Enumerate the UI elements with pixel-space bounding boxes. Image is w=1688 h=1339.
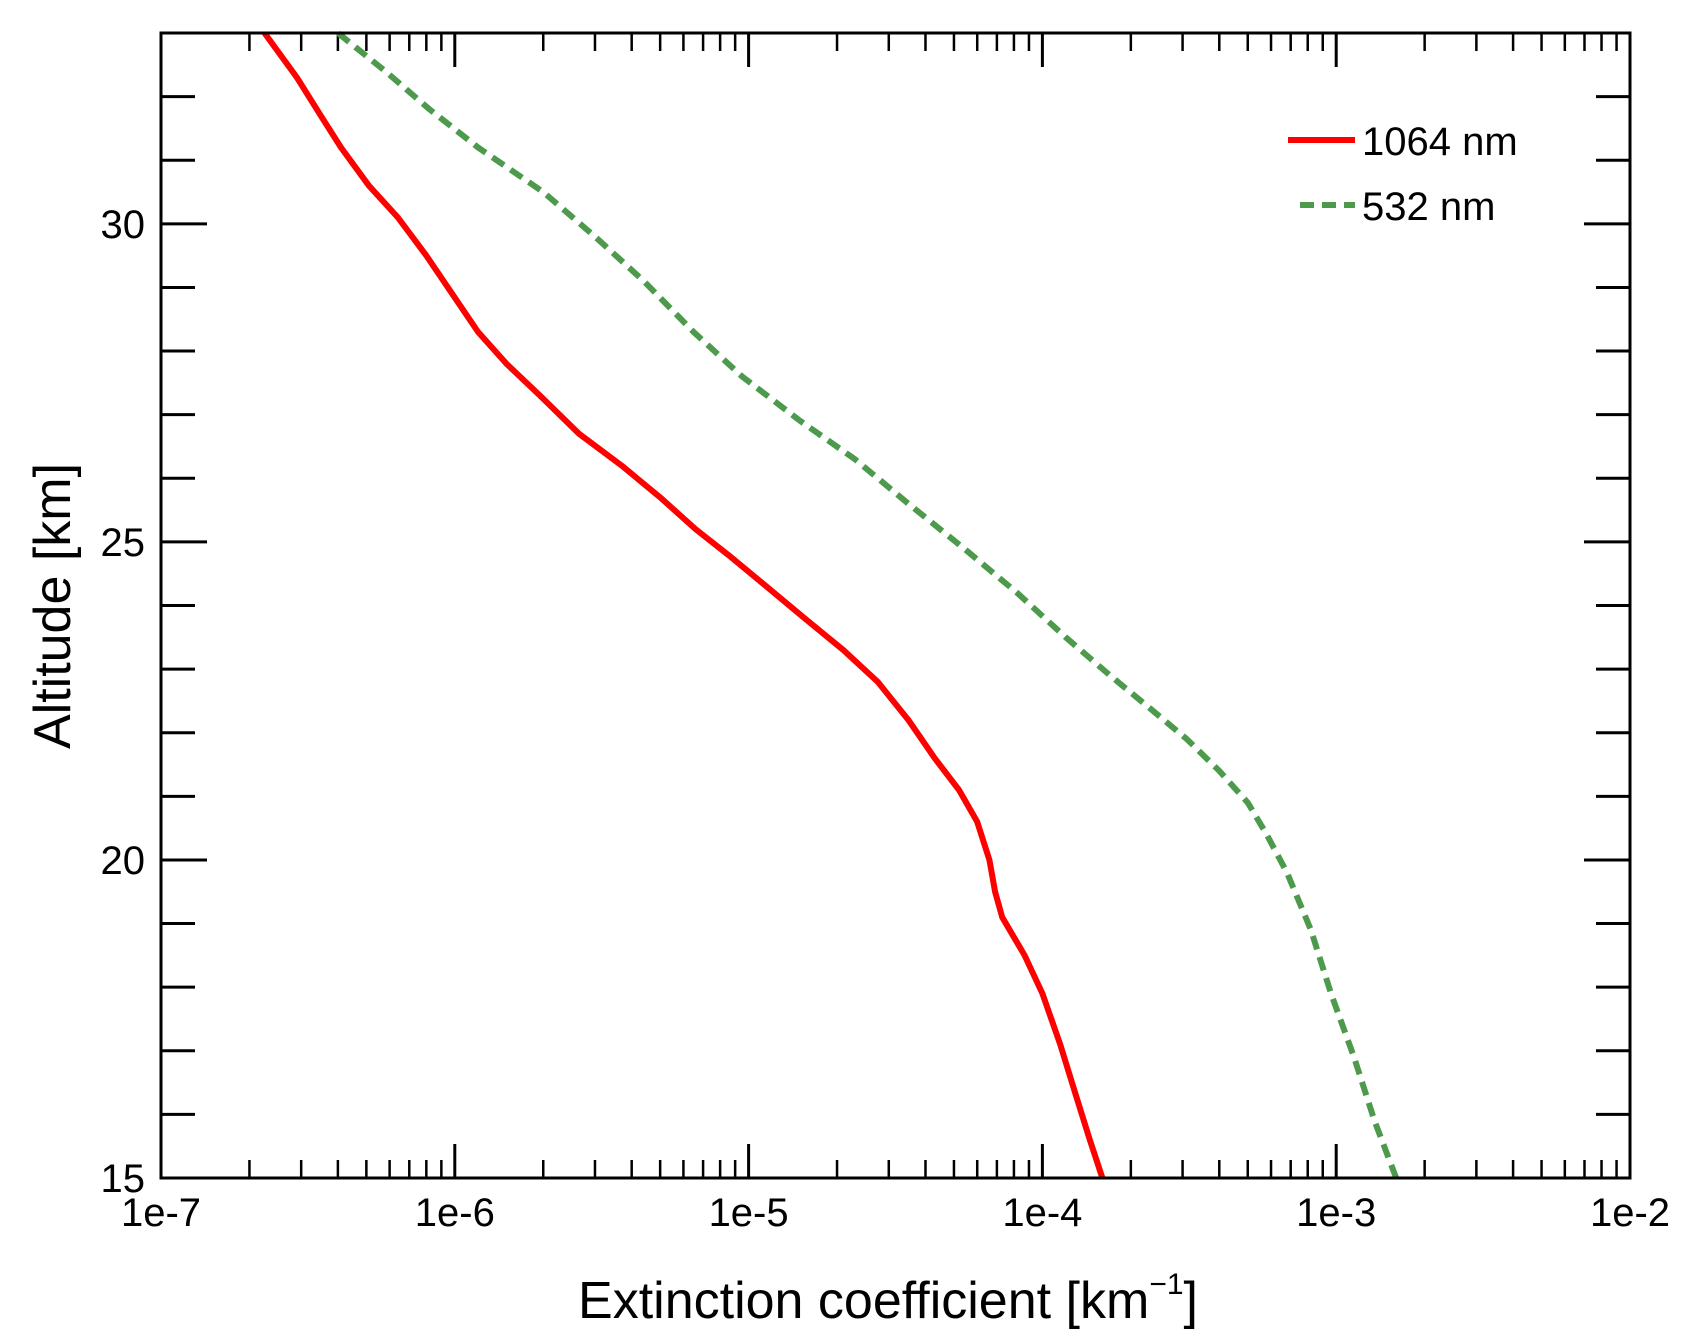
series-line-532nm — [336, 30, 1400, 1180]
y-tick-labels: 15 20 25 30 — [101, 203, 146, 1201]
plot-frame — [159, 31, 1632, 1180]
y-tick-label: 20 — [101, 839, 146, 883]
y-axis-title: Altitude [km] — [24, 463, 82, 749]
y-tick-label: 30 — [101, 203, 146, 247]
x-tick-label: 1e-5 — [709, 1191, 789, 1235]
x-tick-label: 1e-7 — [121, 1191, 201, 1235]
x-axis-title-superscript: −1 — [1149, 1268, 1183, 1301]
x-tick-label: 1e-3 — [1296, 1191, 1376, 1235]
y-tick-label: 15 — [101, 1157, 146, 1201]
x-tick-labels: 1e-7 1e-6 1e-5 1e-4 1e-3 1e-2 — [121, 1191, 1670, 1235]
x-axis-title: Extinction coefficient [km−1] — [578, 1268, 1198, 1330]
x-tick-label: 1e-4 — [1002, 1191, 1082, 1235]
legend-label-1064nm: 1064 nm — [1362, 120, 1518, 164]
series-lines — [262, 30, 1400, 1180]
x-axis-title-close: ] — [1184, 1272, 1198, 1330]
minor-ticks — [161, 31, 1630, 1178]
legend-label-532nm: 532 nm — [1362, 185, 1495, 229]
legend: 1064 nm 532 nm — [1288, 120, 1518, 229]
x-tick-label: 1e-2 — [1590, 1191, 1670, 1235]
x-tick-label: 1e-6 — [415, 1191, 495, 1235]
series-line-1064nm — [262, 31, 1106, 1179]
x-axis-title-main: Extinction coefficient [km — [578, 1272, 1149, 1330]
y-tick-label: 25 — [101, 521, 146, 565]
